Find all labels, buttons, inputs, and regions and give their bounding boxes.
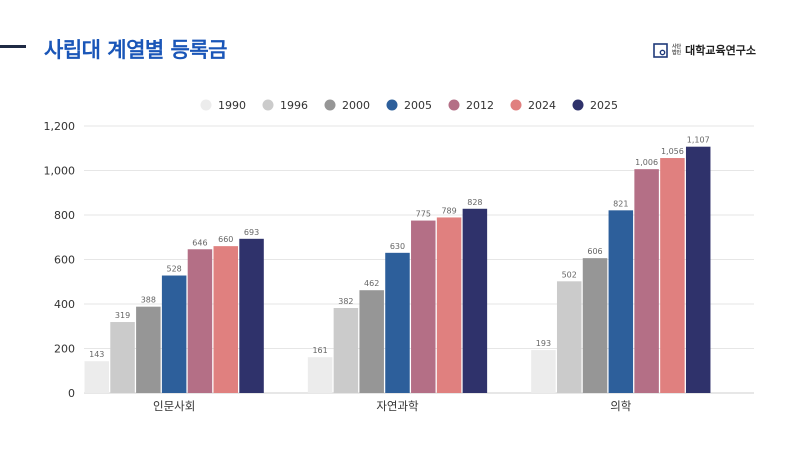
x-category-label: 자연과학	[376, 399, 419, 413]
bar-value-label: 1,006	[635, 158, 658, 167]
legend-marker	[572, 99, 584, 111]
bar	[187, 249, 213, 393]
bar	[436, 217, 462, 393]
bar-value-label: 660	[218, 235, 233, 244]
bar-value-label: 693	[244, 228, 259, 237]
legend-label: 2024	[528, 99, 556, 112]
bar	[359, 290, 384, 393]
y-tick-label: 400	[54, 298, 75, 311]
legend-marker	[448, 99, 460, 111]
bar-value-label: 161	[312, 346, 327, 355]
legend-marker	[200, 99, 212, 111]
legend-label: 2012	[466, 99, 494, 112]
legend-marker	[324, 99, 336, 111]
logo-small-text: 사단 법인	[672, 44, 681, 56]
legend-label: 1990	[218, 99, 246, 112]
bar-value-label: 528	[167, 265, 182, 274]
bar	[213, 246, 238, 393]
y-tick-label: 1,200	[44, 120, 76, 133]
bar	[411, 220, 436, 393]
bar	[685, 146, 711, 393]
bar	[239, 238, 264, 393]
legend-marker	[386, 99, 398, 111]
bar-value-label: 382	[338, 297, 353, 306]
legend-marker	[262, 99, 274, 111]
bar-value-label: 775	[416, 210, 431, 219]
logo-mark-icon	[653, 42, 668, 58]
legend-label: 2025	[590, 99, 618, 112]
legend-label: 2000	[342, 99, 370, 112]
legend-label: 2005	[404, 99, 432, 112]
bar-value-label: 828	[467, 198, 482, 207]
bar	[660, 158, 685, 393]
bar-value-label: 462	[364, 279, 379, 288]
y-tick-label: 800	[54, 209, 75, 222]
y-tick-label: 0	[68, 387, 75, 400]
bar	[582, 258, 608, 393]
bar	[161, 275, 187, 393]
bar	[556, 281, 582, 393]
bar-value-label: 821	[613, 199, 628, 208]
bar-value-label: 646	[192, 238, 207, 247]
bar	[608, 210, 634, 393]
bar-value-label: 502	[562, 270, 577, 279]
x-category-label: 인문사회	[153, 399, 195, 413]
bar	[634, 169, 659, 393]
bar-value-label: 630	[390, 242, 405, 251]
org-logo: 사단 법인 대학교육연구소	[653, 42, 756, 58]
bar	[307, 357, 333, 393]
logo-small-line2: 법인	[671, 50, 682, 56]
x-category-label: 의학	[610, 399, 632, 413]
bar-value-label: 319	[115, 311, 130, 320]
bar	[84, 361, 109, 393]
bar	[531, 350, 556, 393]
legend-marker	[510, 99, 522, 111]
legend-label: 1996	[280, 99, 308, 112]
title-accent-bar	[0, 45, 26, 48]
logo-small-line1: 사단	[671, 44, 682, 50]
bar-value-label: 606	[587, 247, 602, 256]
bar-value-label: 193	[536, 339, 551, 348]
bar	[333, 308, 359, 393]
bar-value-label: 143	[89, 350, 104, 359]
y-tick-label: 1,000	[44, 165, 76, 178]
logo-name: 대학교육연구소	[685, 44, 756, 57]
bar	[110, 322, 135, 393]
bar	[462, 208, 488, 393]
bar-value-label: 789	[441, 206, 456, 215]
bar-value-label: 1,056	[661, 147, 684, 156]
y-tick-label: 600	[54, 254, 75, 267]
bar-value-label: 1,107	[687, 136, 710, 145]
bar	[385, 252, 410, 393]
y-tick-label: 200	[54, 343, 75, 356]
bar-value-label: 388	[141, 296, 156, 305]
bar	[136, 306, 161, 393]
page-title: 사립대 계열별 등록금	[44, 38, 228, 62]
